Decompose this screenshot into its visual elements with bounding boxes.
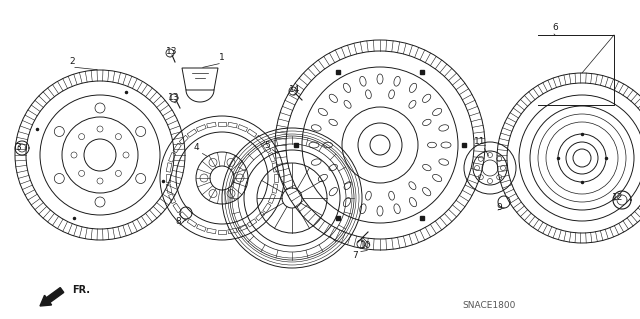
Bar — [196, 125, 206, 132]
Bar — [207, 228, 216, 234]
Bar — [228, 228, 237, 234]
Bar — [268, 152, 275, 162]
Bar — [196, 224, 206, 231]
Text: 2: 2 — [69, 57, 75, 66]
Bar — [166, 174, 170, 182]
Text: 12: 12 — [612, 194, 624, 203]
Bar — [272, 163, 278, 172]
Bar — [218, 122, 227, 126]
Text: 8: 8 — [175, 218, 181, 226]
Bar — [218, 230, 227, 234]
Bar — [255, 212, 265, 221]
Text: FR.: FR. — [72, 285, 90, 295]
Text: 9: 9 — [496, 204, 502, 212]
Text: 14: 14 — [289, 85, 301, 94]
Text: 7: 7 — [352, 250, 358, 259]
Bar — [272, 184, 278, 193]
Text: 10: 10 — [360, 241, 372, 249]
Bar — [168, 194, 175, 204]
Bar — [228, 122, 237, 128]
Bar — [207, 122, 216, 128]
Bar — [166, 184, 172, 193]
Bar — [238, 224, 248, 231]
Text: 13: 13 — [168, 93, 180, 102]
Bar — [188, 219, 196, 227]
Text: SNACE1800: SNACE1800 — [462, 301, 515, 310]
Bar — [238, 125, 248, 132]
Polygon shape — [182, 68, 218, 90]
Bar — [179, 212, 188, 221]
Bar — [179, 135, 188, 144]
Bar — [263, 143, 271, 153]
Text: 5: 5 — [264, 140, 270, 150]
Text: 13: 13 — [166, 48, 178, 56]
Bar — [168, 152, 175, 162]
Bar — [263, 203, 271, 213]
Bar — [188, 129, 196, 137]
Text: 6: 6 — [552, 24, 558, 33]
Bar — [173, 143, 181, 153]
Text: 11: 11 — [474, 137, 486, 146]
Bar — [166, 163, 172, 172]
Bar — [247, 129, 257, 137]
FancyArrow shape — [40, 287, 64, 306]
Text: 4: 4 — [193, 144, 199, 152]
Text: 3: 3 — [15, 144, 21, 152]
Text: 1: 1 — [219, 54, 225, 63]
Bar — [268, 194, 275, 204]
Bar — [255, 135, 265, 144]
Bar — [274, 174, 278, 182]
Bar — [247, 219, 257, 227]
Bar — [173, 203, 181, 213]
